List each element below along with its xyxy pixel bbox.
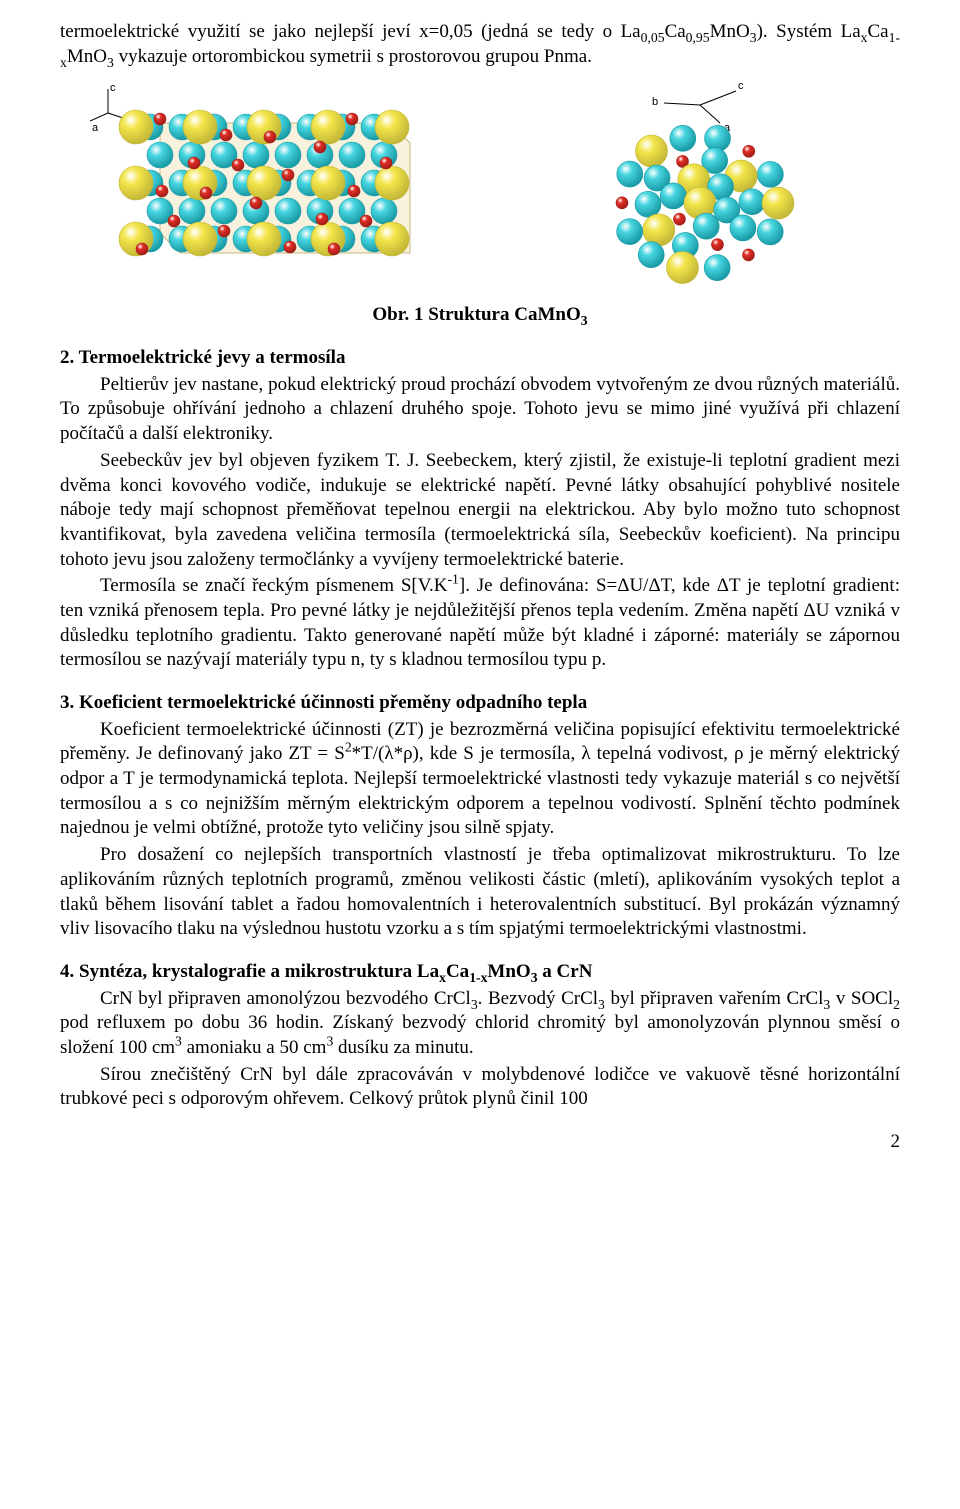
sup: 3 xyxy=(175,1034,182,1049)
text: MnO xyxy=(710,21,750,42)
text: Ca xyxy=(868,21,889,42)
text: a CrN xyxy=(538,961,593,982)
text: Systém La xyxy=(776,21,861,42)
text: MnO xyxy=(487,961,530,982)
text: dusíku za minutu. xyxy=(333,1037,473,1058)
para-2a: Peltierův jev nastane, pokud elektrický … xyxy=(60,373,900,447)
section-4-heading: 4. Syntéza, krystalografie a mikrostrukt… xyxy=(60,960,900,985)
text: byl připraven vařením CrCl xyxy=(605,988,824,1009)
figure-caption: Obr. 1 Struktura CaMnO3 xyxy=(60,303,900,328)
sub: x xyxy=(439,970,446,985)
sub: 3 xyxy=(107,54,114,69)
text: amoniaku a 50 cm xyxy=(182,1037,327,1058)
sup: 2 xyxy=(345,740,352,755)
text: MnO xyxy=(67,46,107,67)
para-3b: Pro dosažení co nejlepších transportních… xyxy=(60,843,900,942)
text: Ca xyxy=(665,21,686,42)
crystal-structure-right: cba xyxy=(530,83,870,293)
text: Ca xyxy=(446,961,469,982)
para-2c: Termosíla se značí řeckým písmenem S[V.K… xyxy=(60,574,900,673)
sub: 2 xyxy=(893,996,900,1011)
para-2b: Seebeckův jev byl objeven fyzikem T. J. … xyxy=(60,449,900,572)
intro-paragraph: termoelektrické využití se jako nejlepší… xyxy=(60,20,900,69)
para-3a: Koeficient termoelektrické účinnosti (ZT… xyxy=(60,718,900,841)
figure-row: cab cba xyxy=(60,83,900,293)
page-number: 2 xyxy=(60,1130,900,1155)
text: CrN byl připraven amonolýzou bezvodého C… xyxy=(100,988,471,1009)
sub: 3 xyxy=(750,30,757,45)
para-4a: CrN byl připraven amonolýzou bezvodého C… xyxy=(60,987,900,1061)
crystal-structure-left: cab xyxy=(90,83,470,293)
text: ). xyxy=(757,21,768,42)
svg-text:a: a xyxy=(92,122,99,134)
text: v SOCl xyxy=(830,988,893,1009)
svg-text:c: c xyxy=(110,83,116,94)
sup: -1 xyxy=(447,572,458,587)
sub: 3 xyxy=(598,996,605,1011)
svg-text:b: b xyxy=(652,96,658,108)
text: . Bezvodý CrCl xyxy=(478,988,598,1009)
sub: x xyxy=(861,30,868,45)
text: Obr. 1 Struktura CaMnO xyxy=(372,304,580,325)
text: vykazuje ortorombickou symetrii s prosto… xyxy=(114,46,592,67)
svg-text:c: c xyxy=(738,83,744,92)
sub: 0,95 xyxy=(686,30,710,45)
text: termoelektrické využití se jako nejlepší… xyxy=(60,21,641,42)
sub: 3 xyxy=(531,970,538,985)
sub: 0,05 xyxy=(641,30,665,45)
para-4b: Sírou znečištěný CrN byl dále zpracovává… xyxy=(60,1063,900,1112)
text: Termosíla se značí řeckým písmenem S[V.K xyxy=(100,575,447,596)
text: 4. Syntéza, krystalografie a mikrostrukt… xyxy=(60,961,439,982)
section-3-heading: 3. Koeficient termoelektrické účinnosti … xyxy=(60,691,900,716)
sub: 3 xyxy=(581,313,588,328)
sub: 1-x xyxy=(469,970,487,985)
section-2-heading: 2. Termoelektrické jevy a termosíla xyxy=(60,346,900,371)
sub: 3 xyxy=(471,996,478,1011)
